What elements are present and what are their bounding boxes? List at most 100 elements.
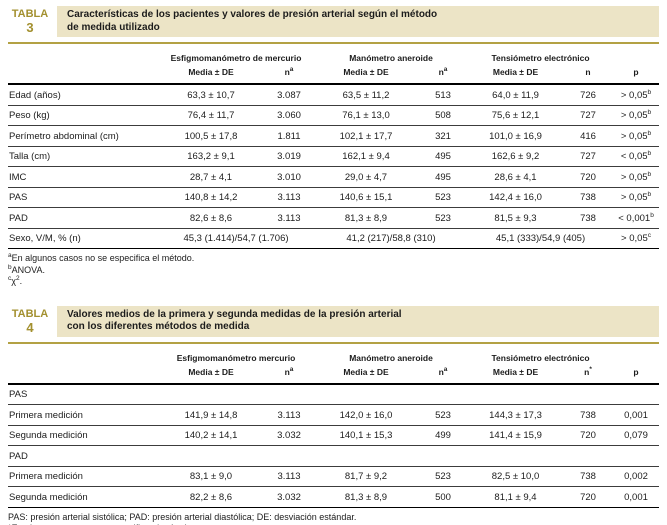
row-label-spacer	[8, 345, 158, 364]
data-cell: 45,3 (1.414)/54,7 (1.706)	[183, 233, 289, 244]
data-cell: 141,4 ± 15,9	[489, 430, 542, 441]
data-cell: 81,1 ± 9,4	[494, 491, 537, 503]
p-value: 0,002	[624, 471, 648, 482]
data-cell: 83,1 ± 9,0	[189, 471, 233, 482]
p-value: > 0,05b	[620, 170, 652, 183]
data-cell: 28,6 ± 4,1	[494, 171, 537, 183]
row-label-spacer	[8, 64, 158, 84]
table-3-title: Características de los pacientes y valor…	[57, 6, 659, 37]
data-cell: 513	[435, 89, 451, 101]
p-value: > 0,05b	[620, 88, 652, 101]
table-row: Primera medición 141,9 ± 14,8 3.113 142,0 ±…	[8, 405, 660, 425]
column-header: Media ± DE	[188, 366, 234, 377]
column-group-label: Esfigmomanómetro mercurio	[176, 352, 296, 363]
data-cell: 508	[435, 110, 451, 121]
row-label: PAS	[9, 192, 28, 203]
data-cell: 81,5 ± 9,3	[494, 212, 537, 224]
table-4-footnotes: PAS: presión arterial sistólica; PAD: pr…	[8, 512, 659, 525]
table-row: IMC 28,7 ± 4,1 3.010 29,0 ± 4,7 495 28,6 ± 4,…	[8, 167, 660, 187]
data-cell: 416	[580, 130, 596, 142]
p-value: 0,001	[624, 491, 648, 503]
title-line-2: de medida utilizado	[67, 21, 160, 33]
data-cell: 523	[435, 409, 451, 421]
data-cell: 29,0 ± 4,7	[344, 171, 388, 183]
data-cell: 738	[580, 192, 596, 203]
superscript: b	[650, 211, 654, 219]
superscript: b	[647, 129, 652, 137]
row-label: Segunda medición	[9, 430, 88, 441]
p-value: < 0,05b	[620, 149, 652, 162]
data-cell: 63,3 ± 10,7	[187, 89, 235, 101]
data-cell: 3.113	[277, 471, 301, 482]
data-cell: 28,7 ± 4,1	[189, 171, 233, 183]
table-4-badge: TABLA 4	[8, 306, 52, 337]
p-column-header: p	[633, 67, 639, 77]
footnote: PAS: presión arterial sistólica; PAD: pr…	[8, 511, 357, 522]
title-line-1: Valores medios de la primera y segunda m…	[67, 308, 402, 320]
column-header: na	[438, 365, 448, 377]
p-value: > 0,05b	[620, 129, 652, 142]
column-group-label: Tensiómetro electrónico	[491, 352, 590, 363]
column-header: Media ± DE	[492, 366, 539, 377]
table-3-badge: TABLA 3	[8, 6, 52, 37]
section-label: PAD	[9, 450, 28, 462]
p-column-spacer	[613, 345, 659, 364]
row-label-spacer	[8, 45, 158, 64]
table-row: PAS 140,8 ± 14,2 3.113 140,6 ± 15,1 523 142,4…	[8, 187, 660, 208]
data-cell: 720	[580, 430, 596, 441]
data-cell: 75,6 ± 12,1	[491, 110, 540, 121]
data-cell: 720	[580, 171, 596, 183]
footnote: *En algunos casos no se especifica el mé…	[8, 523, 659, 525]
data-cell: 495	[435, 151, 451, 162]
table-4-thead: Esfigmomanómetro mercurio Manómetro anero…	[8, 345, 660, 384]
superscript: b	[647, 108, 652, 116]
table-4-block: TABLA 4 Valores medios de la primera y s…	[8, 305, 660, 525]
data-cell: 523	[435, 192, 451, 203]
data-cell: 163,2 ± 9,1	[187, 151, 235, 162]
data-cell: 81,7 ± 9,2	[344, 471, 388, 482]
table-row: PAD 82,6 ± 8,6 3.113 81,3 ± 8,9 523 81,5 ± 9,…	[8, 208, 660, 228]
data-cell: 140,1 ± 15,3	[339, 430, 393, 441]
row-label: Talla (cm)	[9, 151, 51, 162]
badge-number: 4	[26, 319, 34, 335]
data-cell: 82,6 ± 8,6	[189, 212, 233, 224]
data-cell: 76,1 ± 13,0	[342, 110, 390, 121]
row-label: Sexo, V/M, % (n)	[9, 233, 81, 244]
column-group-label: Manómetro aneroide	[349, 352, 433, 363]
footnote: bANOVA.	[8, 263, 45, 275]
table-4-tbody: PAS Primera medición 141,9 ± 14,8 3.113 142,…	[8, 384, 660, 507]
row-label: Primera medición	[9, 471, 83, 482]
column-header: na	[284, 365, 294, 377]
row-label: IMC	[9, 171, 27, 183]
superscript: b	[647, 190, 652, 198]
table-3: Esfigmomanómetro de mercurio Manómetro an…	[8, 45, 660, 249]
table-3-tbody: Edad (años) 63,3 ± 10,7 3.087 63,5 ± 11,2 51…	[8, 84, 660, 249]
table-3-footnotes: aEn algunos casos no se especifica el mé…	[8, 252, 659, 288]
data-cell: 162,6 ± 9,2	[491, 151, 540, 162]
data-cell: 726	[580, 89, 596, 101]
row-label: Primera medición	[9, 409, 83, 421]
badge-word: TABLA	[11, 8, 49, 20]
p-value: 0,001	[624, 409, 648, 421]
column-header: Media ± DE	[492, 67, 539, 77]
data-cell: 3.113	[277, 192, 301, 203]
superscript: a	[8, 252, 12, 259]
data-cell: 81,3 ± 8,9	[344, 491, 388, 503]
data-cell: 140,2 ± 14,1	[184, 430, 238, 441]
table-row: Peso (kg) 76,4 ± 11,7 3.060 76,1 ± 13,0 508 7…	[8, 105, 660, 126]
superscript: a	[443, 365, 448, 373]
data-cell: 3.113	[277, 212, 301, 224]
p-value: > 0,05b	[620, 108, 652, 121]
data-cell: 523	[435, 471, 451, 482]
data-cell: 101,0 ± 16,9	[489, 130, 542, 142]
column-group-row: Esfigmomanómetro de mercurio Manómetro an…	[8, 45, 659, 64]
p-value: < 0,001b	[618, 211, 654, 224]
data-cell: 140,8 ± 14,2	[184, 192, 238, 203]
data-cell: 81,3 ± 8,9	[344, 212, 388, 224]
superscript: a	[289, 365, 294, 373]
data-cell: 3.113	[277, 409, 301, 421]
table-4-header: TABLA 4 Valores medios de la primera y s…	[8, 305, 659, 337]
table-3-block: TABLA 3 Características de los pacientes…	[8, 6, 660, 288]
data-cell: 102,1 ± 17,7	[339, 130, 393, 142]
